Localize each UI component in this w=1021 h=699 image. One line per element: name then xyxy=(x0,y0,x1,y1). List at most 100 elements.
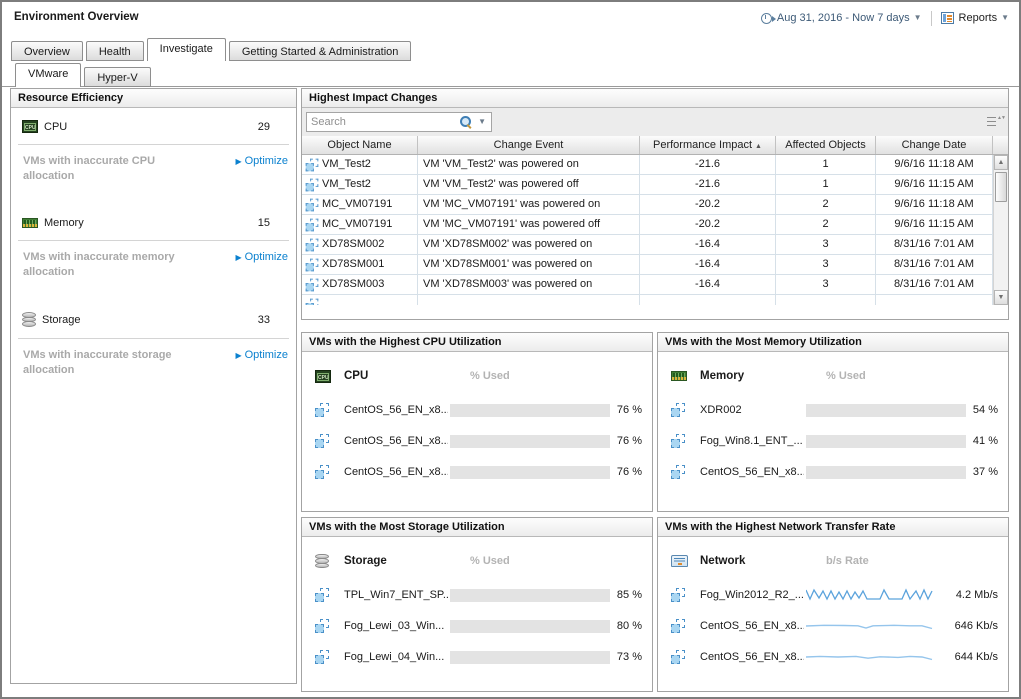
divider xyxy=(18,239,289,241)
resource-row-storage[interactable]: Storage 33 xyxy=(11,300,296,338)
cpu-icon xyxy=(22,120,38,133)
resource-row-cpu[interactable]: CPU 29 xyxy=(11,108,296,144)
table-customizer-icon[interactable] xyxy=(987,116,1003,127)
note-text: VMs with inaccurate storage allocation xyxy=(23,348,172,376)
divider xyxy=(18,144,289,145)
search-icon[interactable] xyxy=(460,116,472,128)
divider xyxy=(18,337,289,339)
note-text: VMs with inaccurate memory allocation xyxy=(23,250,175,278)
utilization-bar xyxy=(450,619,610,633)
panel-title: VMs with the Highest Network Transfer Ra… xyxy=(658,518,1008,537)
column-header-performance-impact[interactable]: Performance Impact ▲ xyxy=(640,136,776,154)
vm-icon xyxy=(315,588,329,602)
vm-name: CentOS_56_EN_x8... xyxy=(700,466,804,478)
vm-name: CentOS_56_EN_x8... xyxy=(344,404,448,416)
vm-utilization-row[interactable]: Fog_Lewi_04_Win... 73 % xyxy=(302,649,652,665)
group-header: Memory % Used xyxy=(658,365,1008,387)
vm-network-row[interactable]: Fog_Win2012_R2_... 4.2 Mb/s xyxy=(658,587,1008,603)
vm-network-row[interactable]: CentOS_56_EN_x8... 646 Kb/s xyxy=(658,618,1008,634)
utilization-bar xyxy=(806,465,966,479)
resource-efficiency-panel: Resource Efficiency CPU 29 VMs with inac… xyxy=(10,88,297,684)
table-row[interactable]: VM_Test2 VM 'VM_Test2' was powered on -2… xyxy=(302,155,993,175)
vm-icon xyxy=(671,465,685,479)
utilization-value: 80 % xyxy=(616,620,642,632)
scroll-down-icon[interactable]: ▼ xyxy=(994,290,1008,305)
timerange-selector[interactable]: Aug 31, 2016 - Now 7 days xyxy=(776,12,910,24)
sub-tab-bar: VMware Hyper-V xyxy=(15,63,151,87)
column-header-change-event[interactable]: Change Event xyxy=(418,136,640,154)
vm-utilization-row[interactable]: CentOS_56_EN_x8... 76 % xyxy=(302,464,652,480)
content-divider xyxy=(2,86,1019,87)
chevron-down-icon[interactable]: ▼ xyxy=(478,117,486,126)
utilization-bar xyxy=(450,434,610,448)
vm-icon xyxy=(315,434,329,448)
vm-icon xyxy=(315,465,329,479)
panel-title: VMs with the Most Storage Utilization xyxy=(302,518,652,537)
group-label: Network xyxy=(700,555,746,567)
vm-icon xyxy=(315,619,329,633)
table-row[interactable]: XD78SM003 VM 'XD78SM003' was powered on … xyxy=(302,275,993,295)
utilization-value: 37 % xyxy=(972,466,998,478)
vm-icon xyxy=(671,619,685,633)
utilization-bar xyxy=(450,403,610,417)
search-box: ▼ xyxy=(306,112,492,132)
resource-value: 29 xyxy=(257,120,270,133)
vm-utilization-row[interactable]: CentOS_56_EN_x8... 37 % xyxy=(658,464,1008,480)
vm-utilization-row[interactable]: CentOS_56_EN_x8... 76 % xyxy=(302,433,652,449)
vm-utilization-row[interactable]: Fog_Win8.1_ENT_... 41 % xyxy=(658,433,1008,449)
vm-utilization-row[interactable]: Fog_Lewi_03_Win... 80 % xyxy=(302,618,652,634)
scroll-up-icon[interactable]: ▲ xyxy=(994,155,1008,170)
resource-row-memory[interactable]: Memory 15 xyxy=(11,205,296,240)
vm-utilization-row[interactable]: TPL_Win7_ENT_SP... 85 % xyxy=(302,587,652,603)
column-header-object-name[interactable]: Object Name xyxy=(302,136,418,154)
reports-button[interactable]: Reports xyxy=(958,12,998,24)
optimize-cpu-link[interactable]: ▶ Optimize xyxy=(235,155,288,167)
table-row[interactable]: MC_VM07191 VM 'MC_VM07191' was powered o… xyxy=(302,195,993,215)
vm-icon xyxy=(305,278,319,291)
chevron-down-icon[interactable]: ▼ xyxy=(1001,13,1009,22)
vm-utilization-row[interactable]: CentOS_56_EN_x8... 76 % xyxy=(302,402,652,418)
storage-icon xyxy=(22,312,36,327)
table-row[interactable]: XD78SM002 VM 'XD78SM002' was powered on … xyxy=(302,235,993,255)
tab-getting-started[interactable]: Getting Started & Administration xyxy=(228,41,412,61)
vm-name: Fog_Win2012_R2_... xyxy=(700,589,804,601)
vm-utilization-row[interactable]: XDR002 54 % xyxy=(658,402,1008,418)
utilization-bar xyxy=(806,434,966,448)
network-sparkline xyxy=(806,587,946,603)
vm-icon xyxy=(671,403,685,417)
vm-name: Fog_Win8.1_ENT_... xyxy=(700,435,803,447)
network-sparkline xyxy=(806,649,946,665)
resource-label: Memory xyxy=(44,216,84,229)
tab-overview[interactable]: Overview xyxy=(11,41,83,61)
table-header-row: Object Name Change Event Performance Imp… xyxy=(302,136,1008,155)
vm-icon xyxy=(305,158,319,171)
table-row[interactable]: MC_VM07191 VM 'MC_VM07191' was powered o… xyxy=(302,215,993,235)
vm-icon xyxy=(305,198,319,211)
scrollbar-thumb[interactable] xyxy=(995,172,1007,202)
tab-health[interactable]: Health xyxy=(85,41,144,61)
column-header-change-date[interactable]: Change Date xyxy=(876,136,993,154)
chevron-down-icon[interactable]: ▼ xyxy=(913,13,922,22)
transfer-rate-value: 646 Kb/s xyxy=(954,620,998,632)
table-scrollbar[interactable]: ▲ ▼ xyxy=(993,155,1008,305)
tab-investigate[interactable]: Investigate xyxy=(146,38,226,61)
tab-hyperv[interactable]: Hyper-V xyxy=(84,67,151,87)
vm-network-row[interactable]: CentOS_56_EN_x8... 644 Kb/s xyxy=(658,649,1008,665)
optimize-storage-link[interactable]: ▶ Optimize xyxy=(235,348,288,361)
vm-name: Fog_Lewi_04_Win... xyxy=(344,651,445,663)
tab-vmware[interactable]: VMware xyxy=(15,63,82,87)
note-text: VMs with inaccurate CPU allocation xyxy=(23,155,156,182)
vm-icon xyxy=(305,218,319,231)
vm-icon xyxy=(671,650,685,664)
metric-label: % Used xyxy=(470,555,510,567)
utilization-bar xyxy=(806,403,966,417)
optimize-memory-link[interactable]: ▶ Optimize xyxy=(235,250,288,263)
transfer-rate-value: 644 Kb/s xyxy=(954,651,998,663)
column-header-affected-objects[interactable]: Affected Objects xyxy=(776,136,876,154)
table-body: VM_Test2 VM 'VM_Test2' was powered on -2… xyxy=(302,155,1008,305)
search-input[interactable] xyxy=(307,116,461,128)
vm-icon xyxy=(315,403,329,417)
divider xyxy=(930,10,932,26)
table-row[interactable]: VM_Test2 VM 'VM_Test2' was powered off -… xyxy=(302,175,993,195)
table-row[interactable]: XD78SM001 VM 'XD78SM001' was powered on … xyxy=(302,255,993,275)
